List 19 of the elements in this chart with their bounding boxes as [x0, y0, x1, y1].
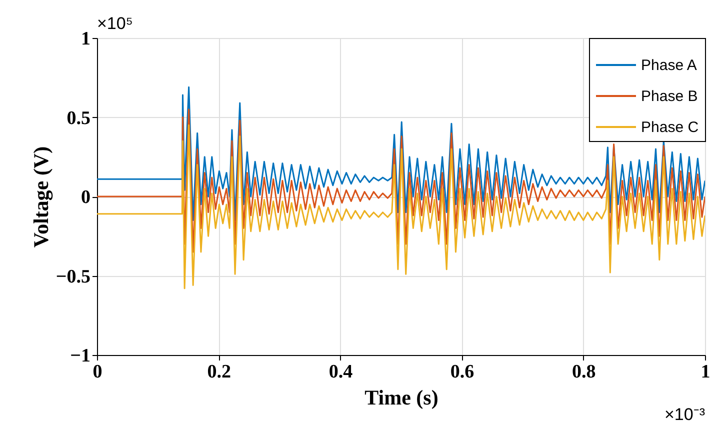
- x-tick-label: 0.2: [207, 362, 231, 382]
- legend-label: Phase C: [641, 119, 699, 136]
- text: ×10⁻³: [664, 405, 706, 424]
- text: ×10⁵: [97, 14, 133, 33]
- x-tick-label: 0.8: [572, 362, 596, 382]
- x-tick-label: 0.4: [328, 362, 354, 382]
- y-tick-label: −1: [70, 346, 90, 366]
- y-tick-label: −0.5: [56, 266, 90, 288]
- line-series: [97, 108, 705, 253]
- line-series: [97, 86, 705, 222]
- legend-label: Phase A: [641, 57, 697, 74]
- x-tick-label: 1: [700, 362, 710, 382]
- y-axis-title: Voltage (V): [28, 146, 53, 248]
- x-axis-title: Time (s): [364, 386, 438, 410]
- y-tick-label: 0.5: [66, 108, 90, 129]
- y-tick-label: 0: [81, 187, 90, 208]
- y-tick-label: 1: [81, 28, 90, 50]
- x-tick-label: 0.6: [450, 362, 474, 382]
- legend-label: Phase B: [641, 88, 698, 105]
